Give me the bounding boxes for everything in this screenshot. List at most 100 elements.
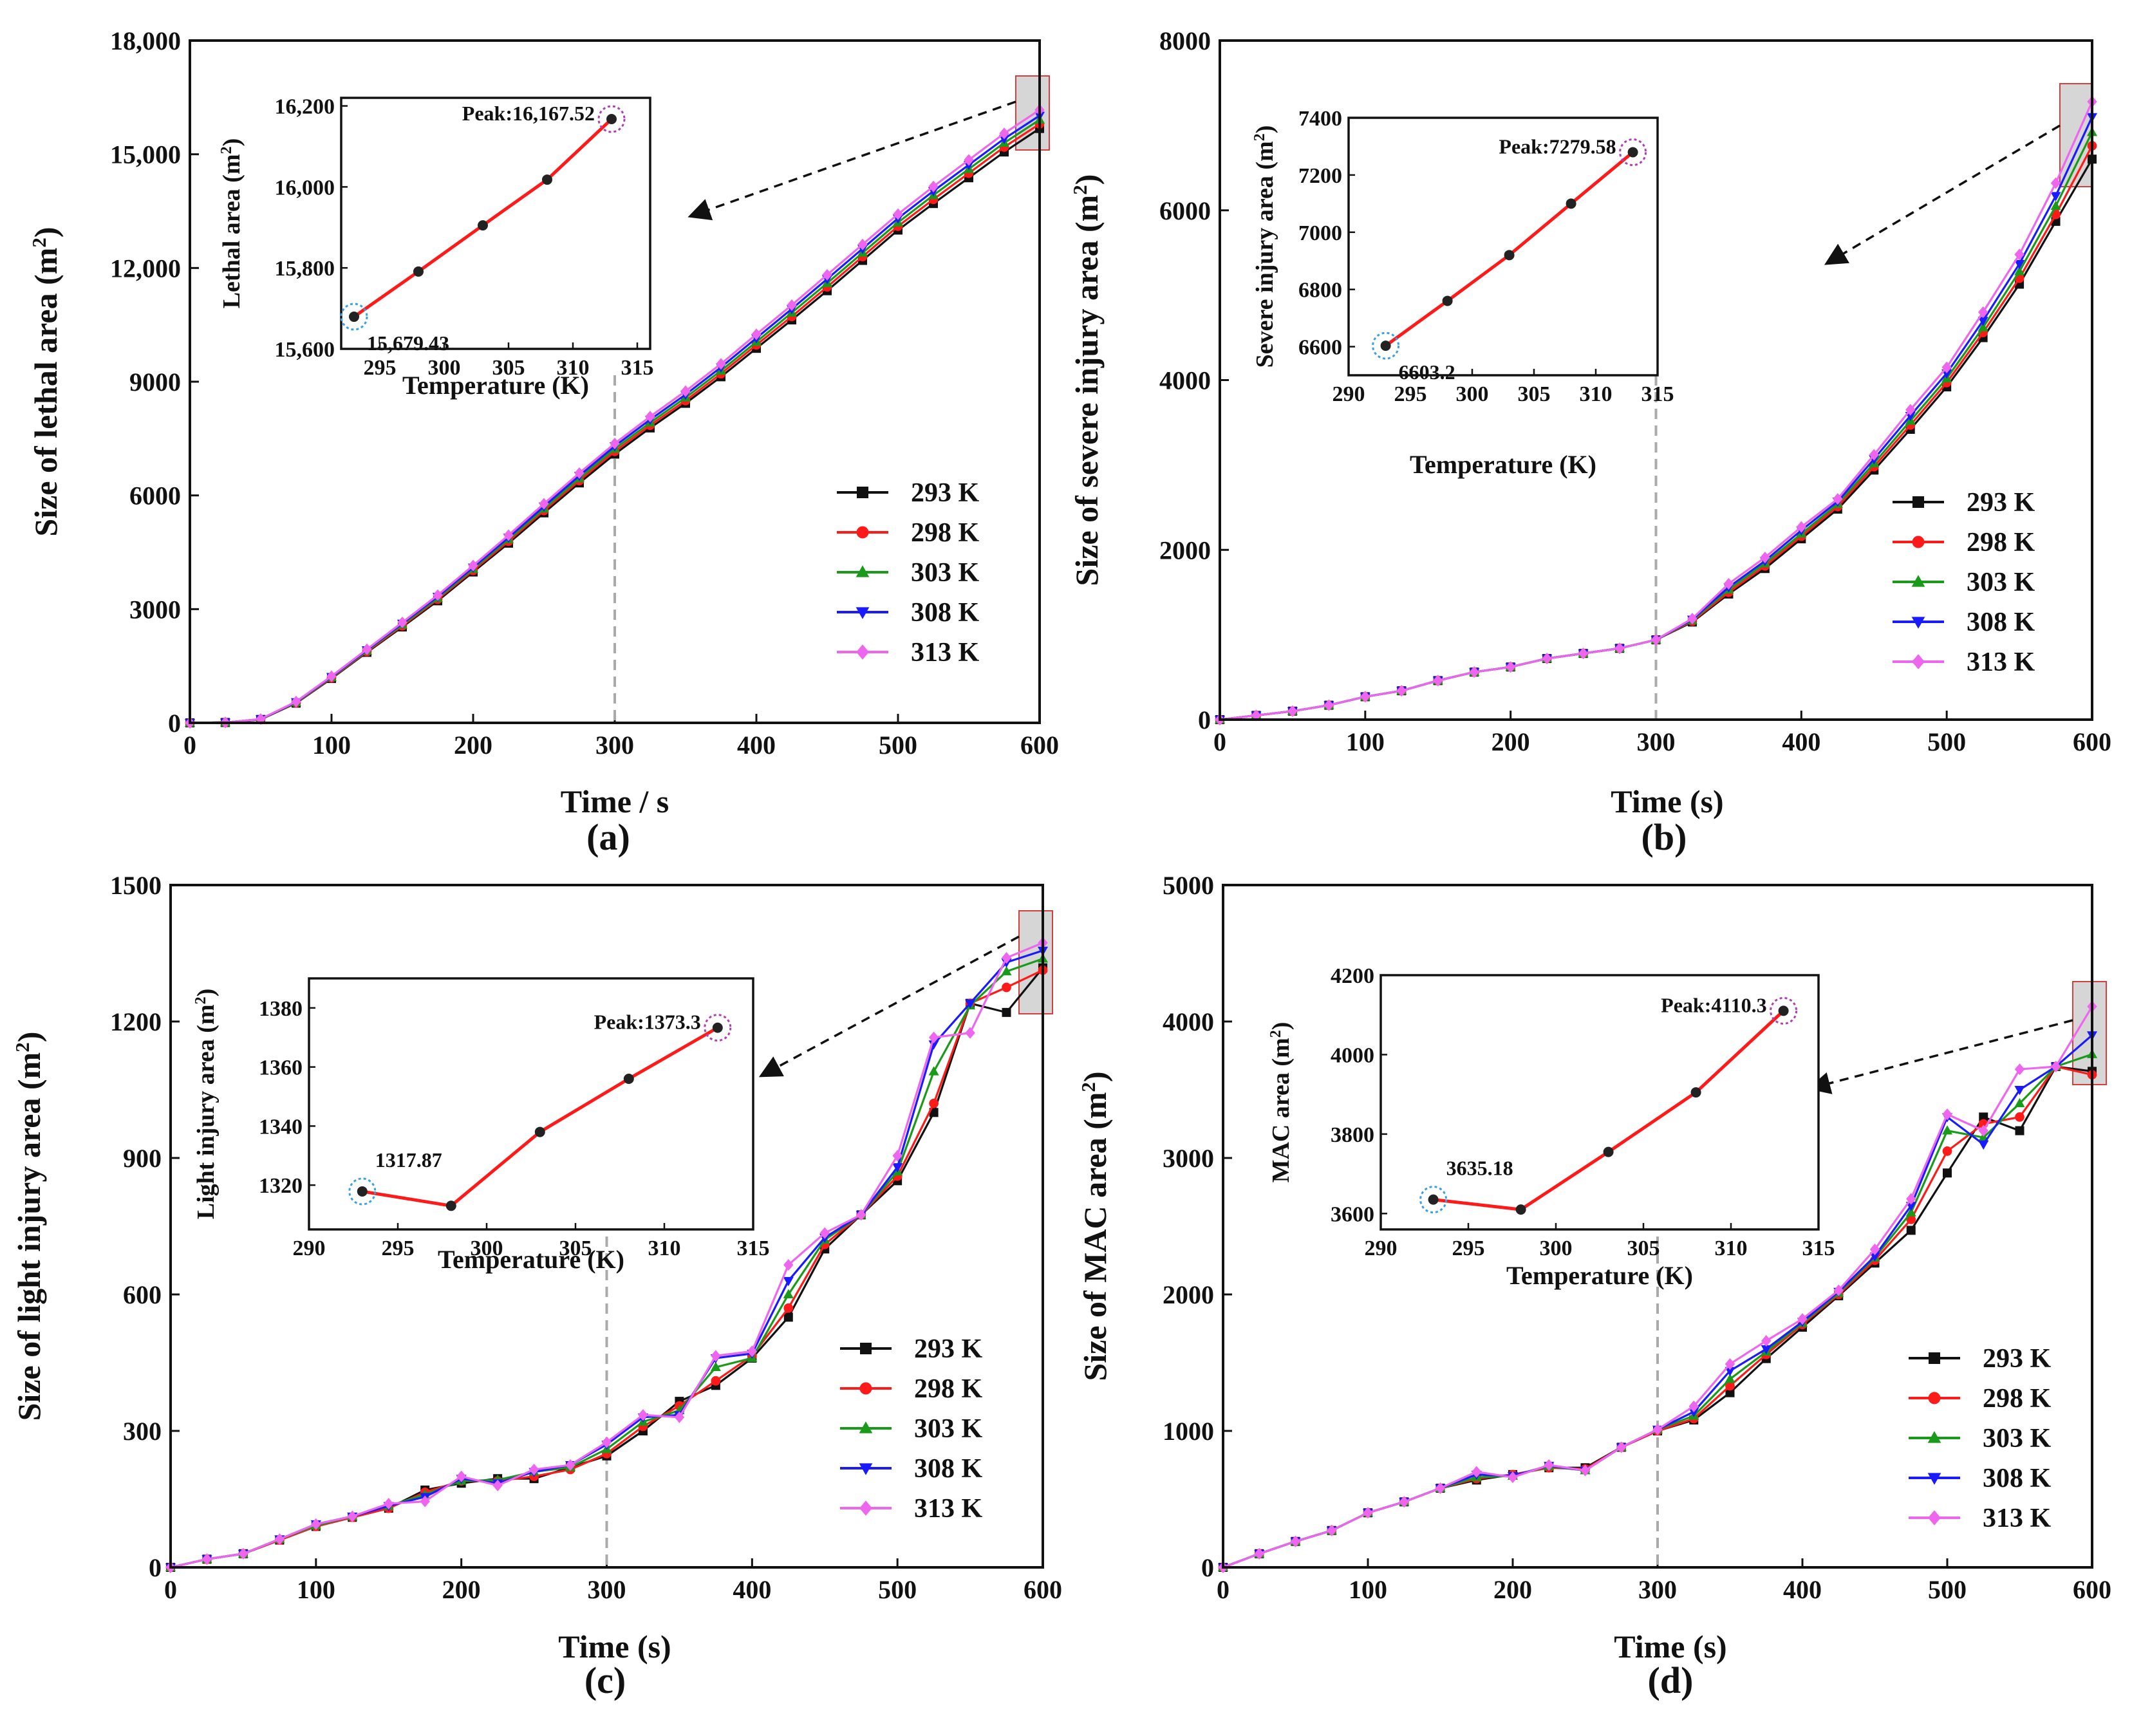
legend-label: 308 K [911, 598, 980, 628]
data-point [1941, 361, 1952, 373]
inset-frame [1379, 974, 1820, 1231]
zoom-arrow [758, 935, 1020, 1078]
inset-point [1603, 1146, 1614, 1157]
legend-marker [1911, 617, 1925, 629]
inset-x-tick-label: 300 [1540, 1237, 1573, 1260]
inset-peak-label: Peak:1373.3 [594, 1011, 701, 1034]
data-point [783, 1258, 794, 1271]
data-point [1978, 1125, 1988, 1137]
inset-point [1380, 341, 1391, 351]
legend-label: 313 K [911, 638, 980, 667]
data-point [201, 1553, 212, 1565]
legend-label: 293 K [1967, 488, 2035, 518]
data-point [2014, 266, 2025, 275]
legend-label: 303 K [911, 558, 980, 588]
y-tick-label: 3000 [1163, 1144, 1214, 1173]
x-axis-label: Time (s) [558, 1629, 671, 1665]
inset-point [478, 220, 488, 231]
data-point [1544, 1459, 1554, 1471]
legend-label: 298 K [1967, 528, 2035, 557]
data-point [1001, 951, 1012, 964]
legend-marker [1912, 654, 1925, 669]
legend-marker [859, 1463, 873, 1475]
data-point [645, 411, 655, 423]
legend-marker [1927, 1473, 1941, 1485]
peak-point-highlight [704, 1014, 732, 1042]
inset-point [413, 266, 424, 277]
data-point [574, 467, 584, 480]
inset-y-axis-label: Lethal area (m2) [218, 138, 245, 309]
data-point [1725, 1358, 1735, 1370]
inset-x-tick-label: 310 [1715, 1237, 1748, 1260]
data-point [1688, 1408, 1699, 1417]
legend-label: 303 K [914, 1414, 983, 1444]
legend-label: 298 K [911, 518, 980, 548]
y-tick-label: 0 [168, 709, 181, 738]
y-tick-label: 15,000 [110, 140, 181, 169]
legend-label: 293 K [1983, 1344, 2052, 1374]
inset-x-tick-label: 305 [559, 1237, 592, 1260]
inset-point [623, 1074, 634, 1084]
data-point [929, 1098, 939, 1108]
legend-marker [856, 607, 870, 619]
inset-y-axis-label: Severe injury area (m2) [1251, 126, 1278, 368]
data-point [1472, 1466, 1482, 1478]
data-point [1725, 1374, 1735, 1383]
data-point [1001, 966, 1012, 976]
inset-x-tick-label: 300 [1456, 382, 1489, 406]
data-point [892, 1150, 902, 1162]
data-point [2050, 200, 2061, 210]
data-point [783, 1303, 794, 1313]
data-point [1505, 661, 1516, 673]
inset-point [606, 114, 617, 125]
inset-x-axis-label: Temperature (K) [402, 371, 589, 400]
inset-frame [1347, 117, 1659, 377]
low-point-highlight [348, 1177, 377, 1206]
data-point [1942, 1146, 1952, 1156]
y-tick-label: 0 [149, 1553, 162, 1582]
data-point [1869, 1243, 1880, 1256]
data-point [1290, 1535, 1301, 1547]
data-point [1869, 1252, 1880, 1262]
data-point [2014, 259, 2025, 270]
panel-label: (c) [584, 1659, 626, 1701]
inset-point [1504, 250, 1515, 261]
data-point [2050, 177, 2061, 189]
data-point [787, 299, 797, 312]
legend-marker [1911, 575, 1925, 587]
zoom-arrow [1808, 1019, 2073, 1094]
data-point [1363, 1507, 1373, 1519]
data-point [2015, 1126, 2024, 1135]
legend-label: 298 K [1983, 1384, 2052, 1414]
y-tick-label: 4000 [1159, 366, 1211, 395]
low-point-highlight [1419, 1186, 1448, 1214]
legend-label: 313 K [1983, 1504, 2052, 1533]
data-point [1978, 322, 1988, 331]
data-point [1469, 666, 1479, 678]
plot-frame [169, 884, 1044, 1569]
data-point [674, 1411, 685, 1423]
data-point [274, 1533, 285, 1545]
legend-marker [856, 526, 869, 539]
x-axis-label: Time (s) [1611, 783, 1723, 819]
inset-x-tick-label: 310 [557, 356, 590, 380]
legend-marker [1927, 1431, 1941, 1443]
inset-x-tick-label: 300 [428, 356, 461, 380]
legend-label: 308 K [1983, 1464, 2052, 1493]
inset-x-tick-label: 295 [1452, 1237, 1485, 1260]
inset-point [712, 1022, 723, 1033]
legend-label: 303 K [1967, 568, 2035, 597]
data-point [362, 643, 372, 655]
inset-y-tick-label: 1320 [259, 1174, 303, 1198]
data-point [783, 1312, 793, 1322]
data-point [1978, 317, 1988, 326]
data-point [965, 1027, 975, 1039]
data-point [1760, 552, 1770, 564]
x-axis-label: Time / s [561, 783, 669, 819]
peak-point-highlight [597, 105, 626, 133]
data-point [711, 1350, 721, 1362]
data-point [1360, 691, 1370, 703]
data-point [1580, 1464, 1591, 1477]
data-point [2014, 1097, 2025, 1108]
data-point [2015, 1112, 2024, 1122]
